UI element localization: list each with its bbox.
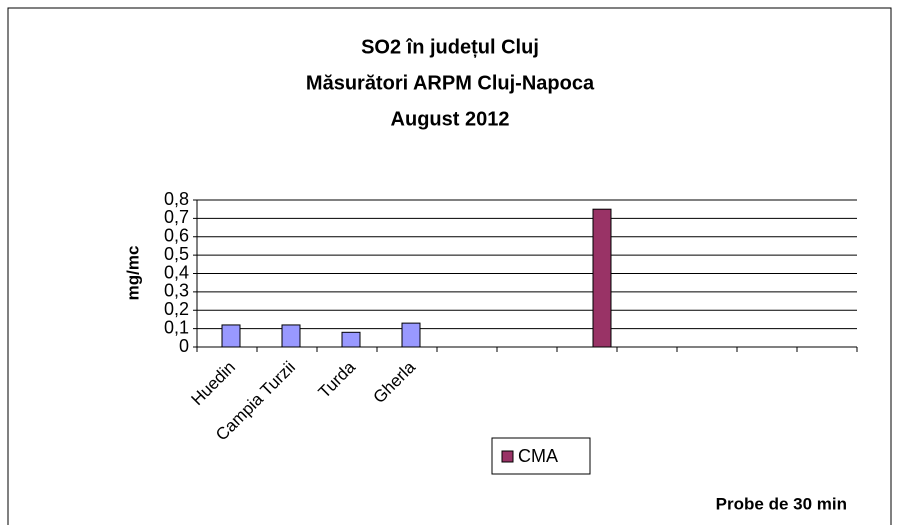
bar — [281, 324, 301, 348]
annotation: Probe de 30 min — [716, 494, 847, 513]
chart-title: Măsurători ARPM Cluj-Napoca — [306, 72, 595, 94]
bar — [341, 331, 361, 348]
chart-title: August 2012 — [391, 108, 510, 130]
y-tick-label: 0,1 — [164, 317, 189, 337]
y-axis-label: mg/mc — [123, 246, 142, 301]
y-tick-label: 0,6 — [164, 226, 189, 246]
legend-swatch — [501, 450, 514, 463]
y-tick-label: 0,5 — [164, 244, 189, 264]
bar — [592, 208, 612, 348]
y-tick-label: 0 — [179, 336, 189, 356]
legend-label: CMA — [518, 446, 558, 466]
chart-title: SO2 în județul Cluj — [361, 36, 539, 58]
y-tick-label: 0,2 — [164, 299, 189, 319]
y-tick-label: 0,3 — [164, 281, 189, 301]
bar — [401, 322, 421, 348]
bar — [221, 324, 241, 348]
y-tick-label: 0,7 — [164, 207, 189, 227]
chart-border — [7, 7, 892, 525]
y-tick-label: 0,4 — [164, 262, 189, 282]
y-tick-label: 0,8 — [164, 189, 189, 209]
